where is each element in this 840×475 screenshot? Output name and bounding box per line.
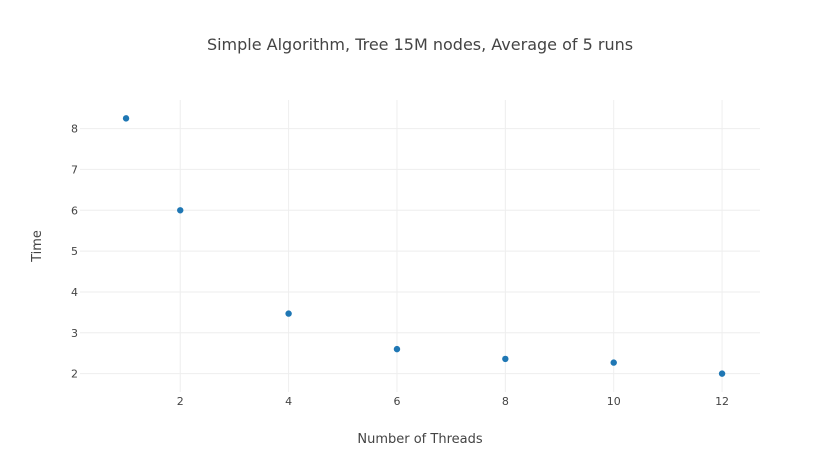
y-tick-label: 7 [71,163,78,176]
x-tick-label: 12 [715,395,729,408]
x-tick-label: 6 [393,395,400,408]
y-tick-label: 3 [71,327,78,340]
y-tick-label: 5 [71,245,78,258]
data-point[interactable] [393,345,401,353]
tick-labels: 2 4 6 8 10 12 2 3 4 5 6 7 8 [71,123,729,408]
x-tick-label: 4 [285,395,292,408]
x-tick-label: 2 [177,395,184,408]
data-point[interactable] [122,115,130,122]
data-point[interactable] [610,359,617,366]
y-tick-label: 2 [71,368,78,381]
x-tick-label: 10 [607,395,621,408]
data-point[interactable] [285,310,292,317]
data-points [122,115,726,377]
x-axis-title: Number of Threads [357,432,482,447]
chart-title: Simple Algorithm, Tree 15M nodes, Averag… [207,35,633,54]
y-axis-title: Time [30,230,45,263]
data-point[interactable] [502,355,509,363]
x-tick-label: 8 [502,395,509,408]
y-tick-label: 8 [71,123,78,136]
data-point[interactable] [718,370,726,377]
grid-lines [80,100,760,392]
data-point[interactable] [177,207,184,214]
y-tick-label: 6 [71,204,78,217]
y-tick-label: 4 [71,286,78,299]
